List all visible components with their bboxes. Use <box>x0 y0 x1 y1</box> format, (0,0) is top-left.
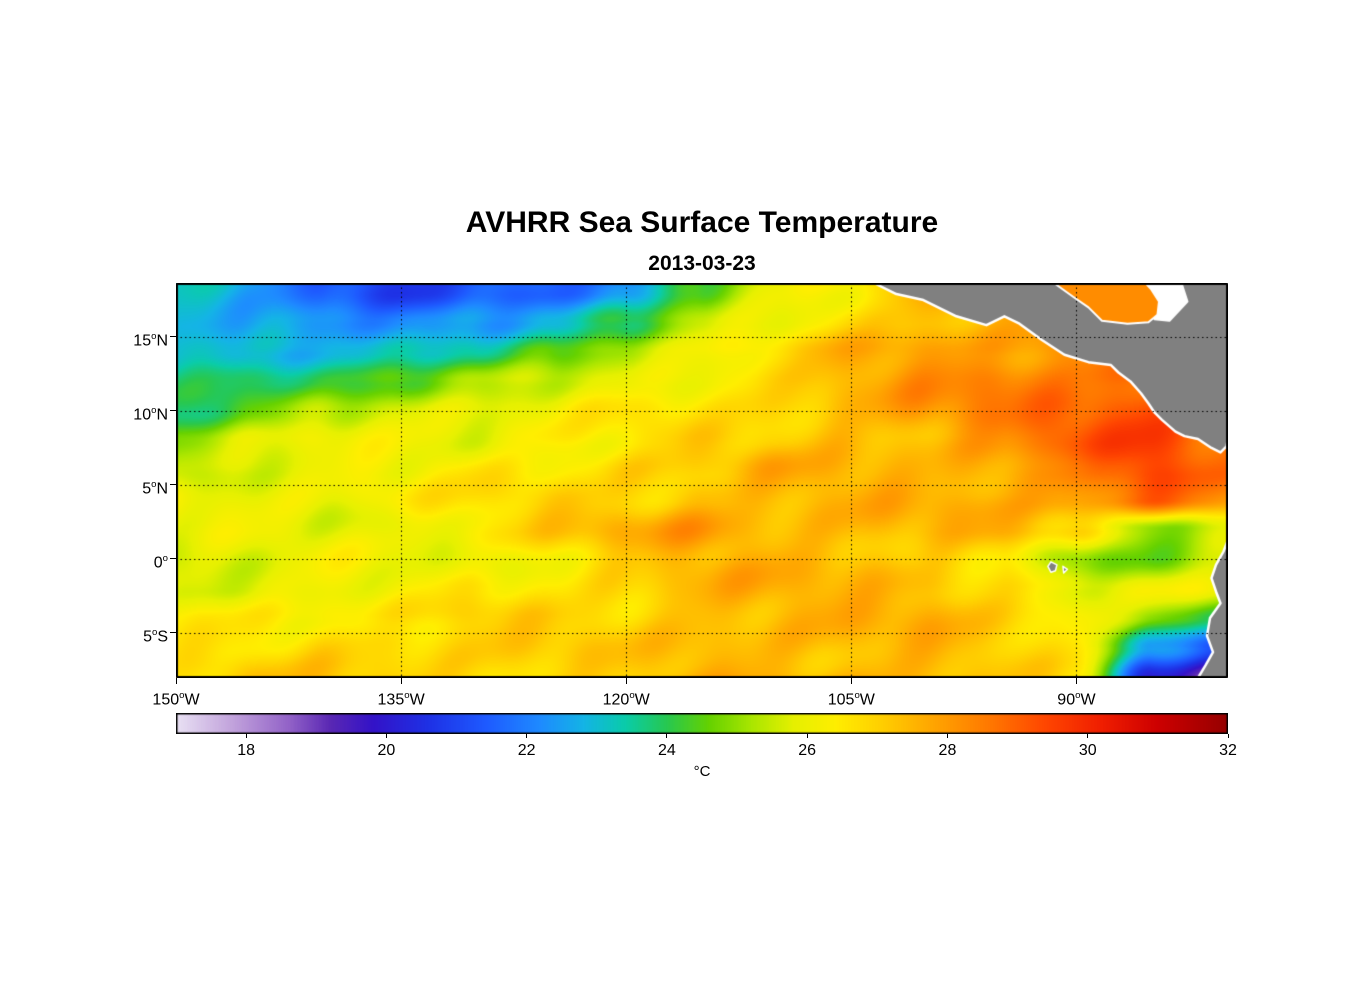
colorbar-tick-label: 24 <box>658 742 676 759</box>
colorbar-gradient-canvas <box>176 713 1228 734</box>
colorbar-tick-mark <box>946 734 948 738</box>
y-tick-label: 10oN <box>133 404 168 424</box>
degree-symbol: o <box>151 626 158 638</box>
colorbar-tick-label: 30 <box>1078 742 1097 759</box>
x-tick-label: 105oW <box>827 690 875 709</box>
x-tick-mark <box>850 678 852 684</box>
x-tick-mark <box>625 678 627 684</box>
degree-symbol: o <box>179 690 185 701</box>
map-plot-area: 150oW 135oW 120oW 105oW 90oW 15oN 10oN 5oN 0o 5oS <box>133 283 1228 708</box>
y-tick-label: 0o <box>153 552 168 572</box>
y-tick-mark <box>170 336 176 338</box>
colorbar-tick-mark <box>385 734 387 738</box>
colorbar-tick-mark <box>666 734 668 738</box>
x-tick-mark <box>400 678 402 684</box>
colorbar: °C 18 20 22 24 26 28 30 32 <box>176 713 1237 803</box>
y-tick-mark <box>170 632 176 634</box>
degree-symbol: o <box>151 404 157 416</box>
x-tick-label: 90oW <box>1057 690 1096 709</box>
colorbar-unit-label: °C <box>693 763 711 780</box>
sst-heatmap-canvas <box>176 283 1228 678</box>
chart-date-subtitle: 2013-03-23 <box>648 252 756 275</box>
x-tick-mark <box>175 678 177 684</box>
degree-symbol: o <box>629 690 635 701</box>
colorbar-tick-mark <box>526 734 528 738</box>
y-tick-label: 15oN <box>133 330 168 350</box>
colorbar-tick-mark <box>806 734 808 738</box>
x-tick-label: 150oW <box>152 690 200 709</box>
colorbar-tick-label: 26 <box>798 742 817 759</box>
degree-symbol: o <box>1075 690 1081 701</box>
x-tick-mark <box>1075 678 1077 684</box>
colorbar-tick-label: 32 <box>1219 742 1237 759</box>
x-tick-label: 120oW <box>602 690 650 709</box>
chart-title: AVHRR Sea Surface Temperature <box>465 206 939 239</box>
colorbar-tick-label: 18 <box>237 742 256 759</box>
colorbar-tick-label: 22 <box>517 742 536 759</box>
colorbar-tick-mark <box>1087 734 1089 738</box>
y-tick-mark <box>170 410 176 412</box>
degree-symbol: o <box>404 690 410 701</box>
colorbar-tick-label: 20 <box>377 742 396 759</box>
y-tick-label: 5oN <box>142 478 168 498</box>
degree-symbol: o <box>162 552 168 564</box>
y-tick-mark <box>170 484 176 486</box>
colorbar-tick-mark <box>245 734 247 738</box>
colorbar-tick-label: 28 <box>938 742 957 759</box>
degree-symbol: o <box>151 330 157 342</box>
x-tick-label: 135oW <box>377 690 425 709</box>
degree-symbol: o <box>854 690 860 701</box>
y-tick-label: 5oS <box>143 626 168 646</box>
degree-symbol: o <box>151 478 157 490</box>
y-tick-mark <box>170 558 176 560</box>
colorbar-tick-mark <box>1227 734 1229 738</box>
